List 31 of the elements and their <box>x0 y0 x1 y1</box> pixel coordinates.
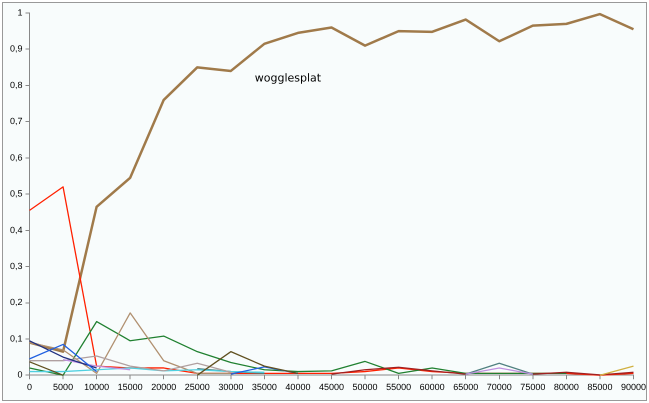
x-tick-label: 0 <box>27 382 32 392</box>
x-tick-label: 25000 <box>184 382 210 392</box>
y-tick-label: 0,3 <box>10 261 23 272</box>
x-tick-label: 30000 <box>218 382 244 392</box>
x-tick-label: 70000 <box>486 382 512 392</box>
x-tick-label: 45000 <box>318 382 344 392</box>
x-tick-label: 50000 <box>352 382 378 392</box>
y-tick-label: 1 <box>17 7 23 18</box>
x-tick-label: 5000 <box>53 382 74 392</box>
y-tick-label: 0,5 <box>10 188 23 199</box>
x-tick-label: 80000 <box>554 382 579 392</box>
series-label: wogglesplat <box>254 71 322 84</box>
x-tick-label: 85000 <box>587 382 612 392</box>
x-tick-label: 35000 <box>252 382 277 392</box>
y-tick-label: 0 <box>17 370 23 380</box>
y-tick-label: 0,6 <box>10 152 23 162</box>
y-tick-label: 0,2 <box>10 297 23 308</box>
y-tick-label: 0,4 <box>10 224 23 235</box>
x-tick-label: 60000 <box>420 382 445 392</box>
x-tick-label: 40000 <box>285 382 310 392</box>
x-tick-label: 65000 <box>453 382 478 392</box>
x-tick-label: 55000 <box>386 382 412 392</box>
y-tick-label: 0,8 <box>10 80 23 90</box>
x-tick-label: 90000 <box>620 382 646 392</box>
x-tick-label: 15000 <box>118 382 143 392</box>
x-tick-label: 10000 <box>84 382 110 392</box>
x-tick-label: 75000 <box>520 382 546 392</box>
y-tick-label: 0,9 <box>10 44 23 54</box>
y-tick-label: 0,1 <box>10 333 23 344</box>
y-tick-label: 0,7 <box>10 116 23 126</box>
x-tick-label: 20000 <box>151 382 176 392</box>
